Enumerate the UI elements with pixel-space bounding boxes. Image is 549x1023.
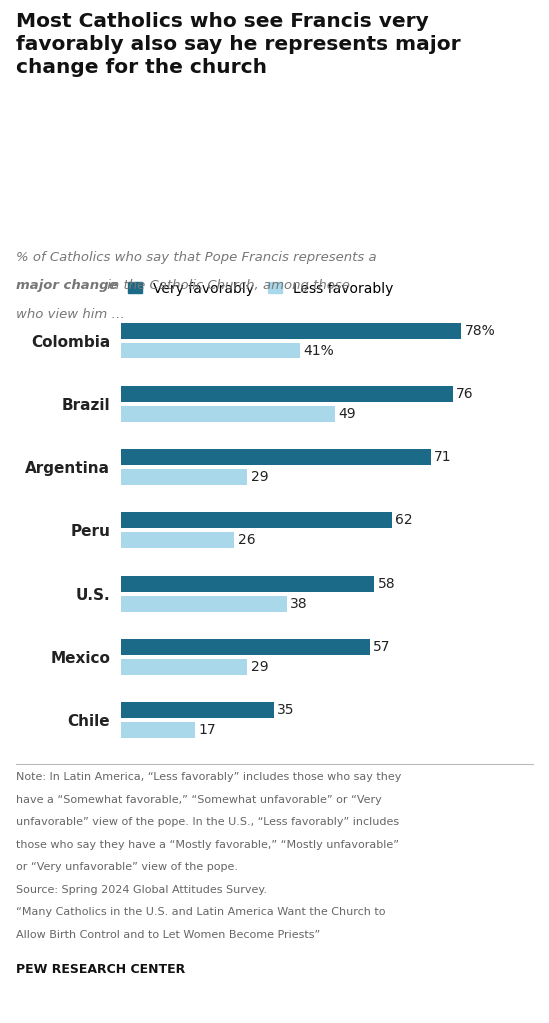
Text: Source: Spring 2024 Global Attitudes Survey.: Source: Spring 2024 Global Attitudes Sur… — [16, 885, 267, 895]
Text: 29: 29 — [251, 660, 268, 674]
Text: those who say they have a “Mostly favorable,” “Mostly unfavorable”: those who say they have a “Mostly favora… — [16, 840, 400, 850]
Text: PEW RESEARCH CENTER: PEW RESEARCH CENTER — [16, 963, 186, 976]
Bar — [121, 722, 195, 739]
Text: 49: 49 — [338, 407, 356, 420]
Text: who view him …: who view him … — [16, 308, 125, 321]
Text: 29: 29 — [251, 471, 268, 484]
Text: 38: 38 — [290, 596, 308, 611]
Text: 35: 35 — [277, 703, 295, 717]
Legend: Very favorably, Less favorably: Very favorably, Less favorably — [128, 281, 393, 296]
Text: 17: 17 — [199, 723, 216, 738]
Bar — [121, 322, 461, 339]
Text: 26: 26 — [238, 533, 255, 547]
Bar — [121, 513, 391, 529]
Bar — [121, 449, 431, 465]
Text: 58: 58 — [378, 577, 395, 590]
Text: 76: 76 — [456, 387, 474, 401]
Bar — [121, 386, 453, 402]
Text: 71: 71 — [434, 450, 452, 464]
Text: % of Catholics who say that Pope Francis represents a: % of Catholics who say that Pope Francis… — [16, 251, 377, 264]
Text: or “Very unfavorable” view of the pope.: or “Very unfavorable” view of the pope. — [16, 862, 238, 873]
Bar — [121, 595, 287, 612]
Text: have a “Somewhat favorable,” “Somewhat unfavorable” or “Very: have a “Somewhat favorable,” “Somewhat u… — [16, 795, 382, 805]
Text: 78%: 78% — [465, 323, 496, 338]
Bar — [121, 703, 273, 718]
Text: 41%: 41% — [303, 344, 334, 357]
Text: “Many Catholics in the U.S. and Latin America Want the Church to: “Many Catholics in the U.S. and Latin Am… — [16, 907, 386, 918]
Text: major change: major change — [16, 279, 118, 293]
Bar — [121, 639, 369, 655]
Bar — [121, 343, 300, 358]
Bar — [121, 532, 234, 548]
Bar — [121, 576, 374, 591]
Text: Note: In Latin America, “Less favorably” includes those who say they: Note: In Latin America, “Less favorably”… — [16, 772, 402, 783]
Bar — [121, 659, 248, 675]
Text: Most Catholics who see Francis very
favorably also say he represents major
chang: Most Catholics who see Francis very favo… — [16, 12, 461, 77]
Text: Allow Birth Control and to Let Women Become Priests”: Allow Birth Control and to Let Women Bec… — [16, 930, 321, 940]
Text: 57: 57 — [373, 640, 391, 654]
Bar — [121, 406, 335, 421]
Text: in the Catholic Church, among those: in the Catholic Church, among those — [103, 279, 350, 293]
Text: unfavorable” view of the pope. In the U.S., “Less favorably” includes: unfavorable” view of the pope. In the U.… — [16, 817, 400, 828]
Bar — [121, 470, 248, 485]
Text: 62: 62 — [395, 514, 413, 528]
